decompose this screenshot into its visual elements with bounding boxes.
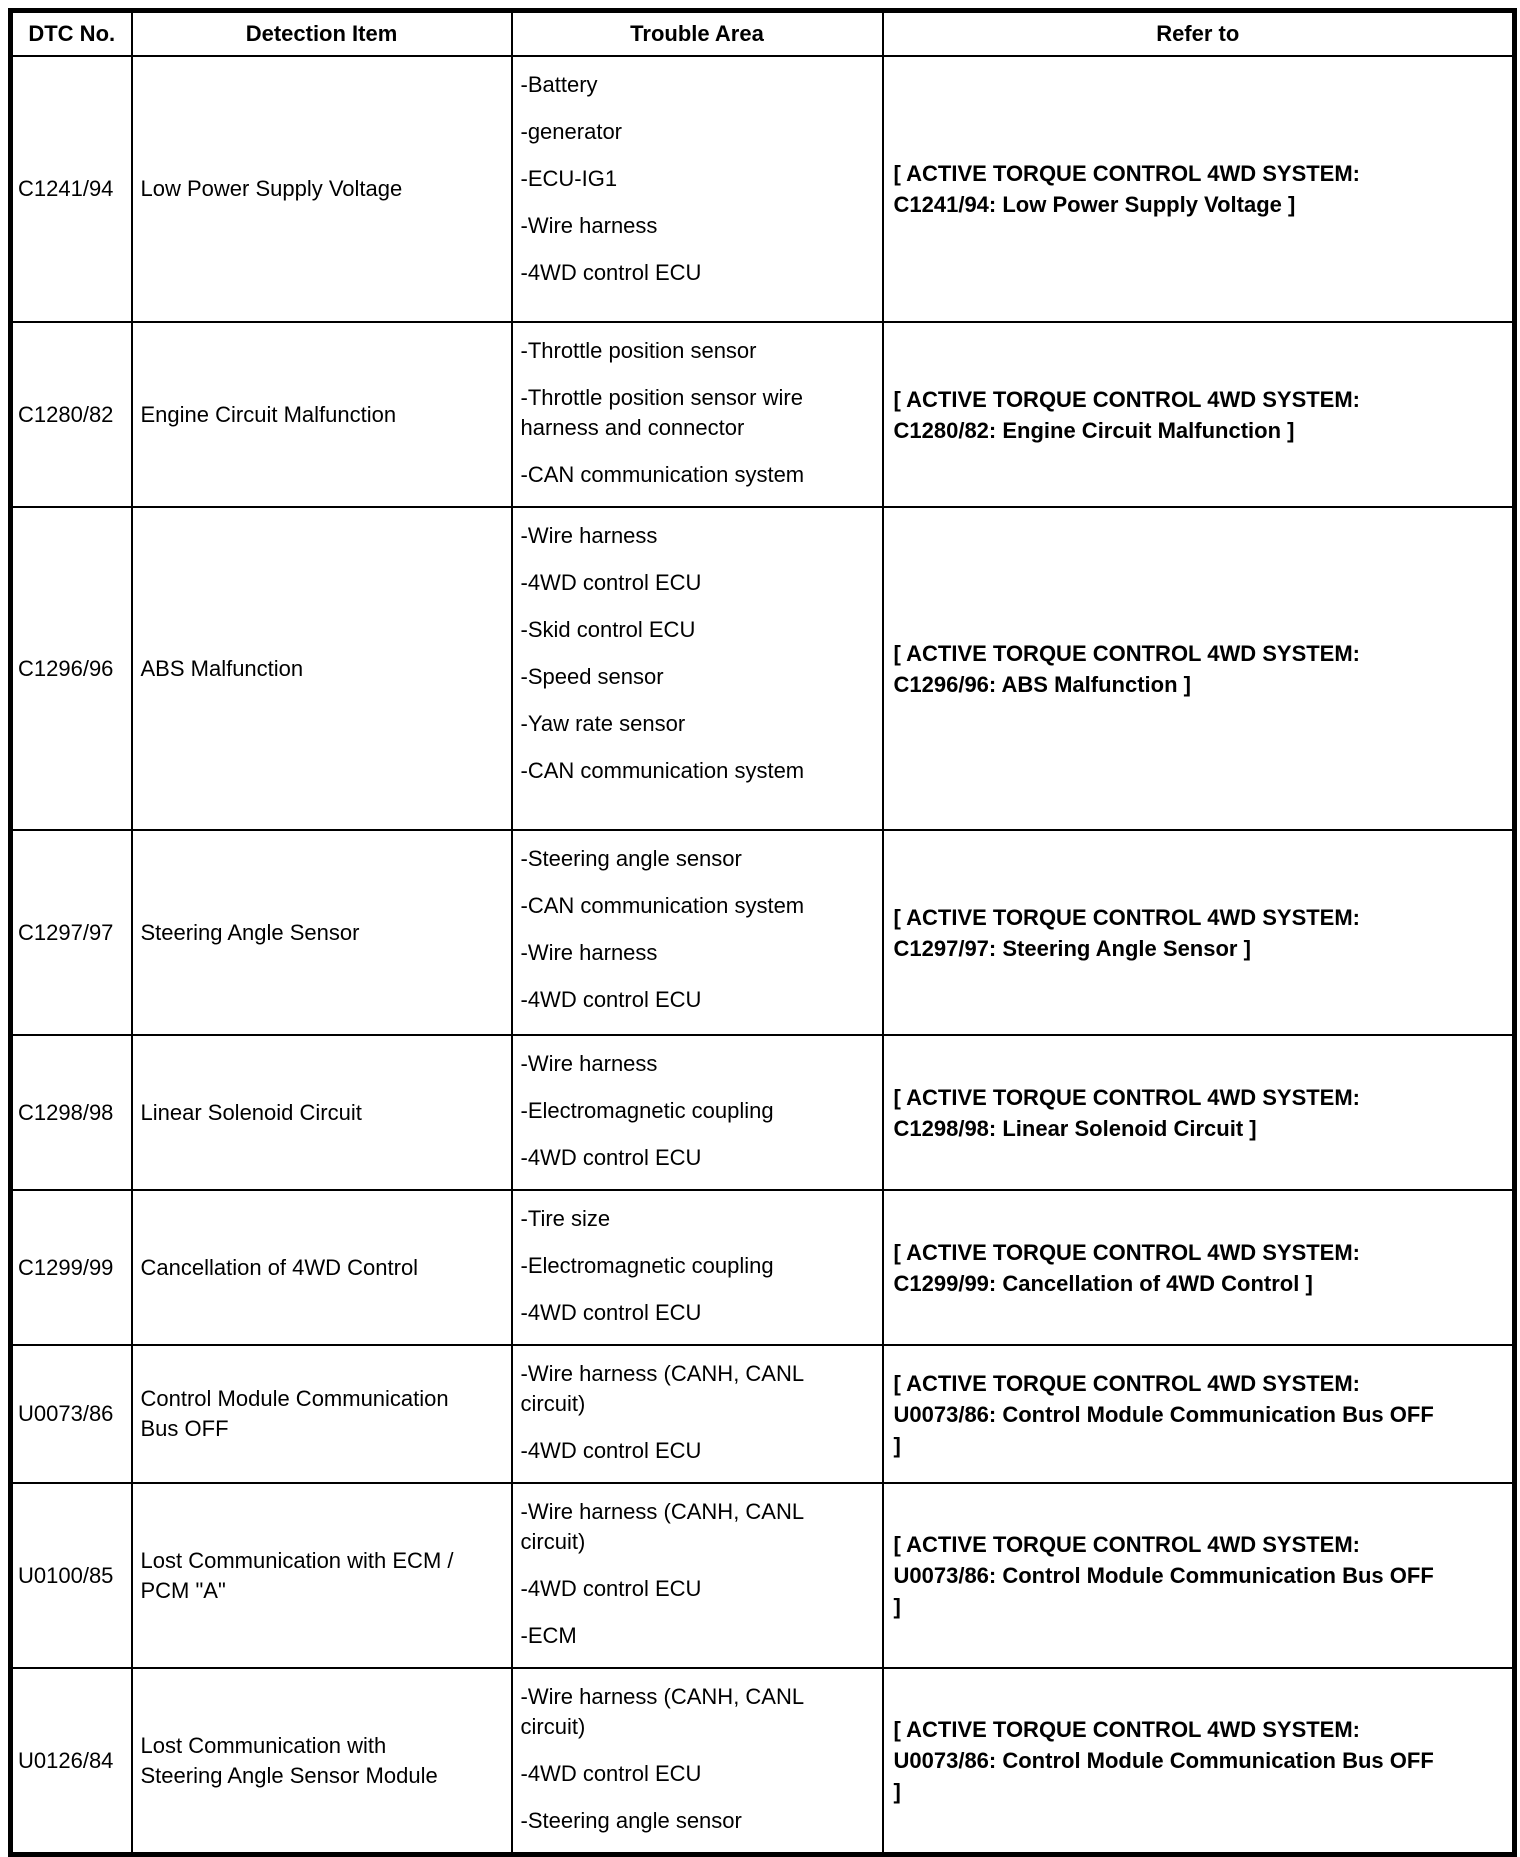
trouble-item: -Electromagnetic coupling [520, 1253, 774, 1278]
refer-to-cell: [ ACTIVE TORQUE CONTROL 4WD SYSTEM: C124… [881, 55, 1516, 323]
trouble-item: -CAN communication system [520, 462, 805, 487]
table-row: U0126/84 Lost Communication with Steerin… [9, 1667, 1516, 1856]
table-row: C1297/97 Steering Angle Sensor -Steering… [9, 829, 1516, 1036]
trouble-item: -Yaw rate sensor [520, 711, 686, 736]
trouble-item: -Wire harness (CANH, CANL circuit) [520, 1684, 805, 1739]
table-row: C1241/94 Low Power Supply Voltage -Batte… [9, 55, 1516, 323]
trouble-area-cell: -Throttle position sensor -Throttle posit… [510, 321, 884, 508]
dtc-table-body: C1241/94 Low Power Supply Voltage -Batte… [9, 55, 1516, 1856]
dtc-code-cell: C1298/98 [9, 1034, 133, 1191]
trouble-area-cell: -Wire harness (CANH, CANL circuit) -4WD c… [510, 1667, 884, 1856]
dtc-table-header: DTC No. Detection Item Trouble Area Refe… [9, 9, 1516, 57]
trouble-item: -Battery [520, 72, 598, 97]
refer-to-cell: [ ACTIVE TORQUE CONTROL 4WD SYSTEM: U007… [881, 1482, 1516, 1669]
trouble-area-cell: -Wire harness -Electromagnetic coupling -4… [510, 1034, 884, 1191]
trouble-item: -ECM [520, 1623, 577, 1648]
trouble-item: -4WD control ECU [520, 260, 702, 285]
trouble-item: -4WD control ECU [520, 1300, 702, 1325]
dtc-code-cell: U0100/85 [9, 1482, 133, 1669]
trouble-area-cell: -Wire harness (CANH, CANL circuit) -4WD c… [510, 1482, 884, 1669]
detection-item-cell: Lost Communication with ECM / PCM "A" [130, 1482, 513, 1669]
refer-to-cell: [ ACTIVE TORQUE CONTROL 4WD SYSTEM: U007… [881, 1344, 1516, 1484]
trouble-item: -4WD control ECU [520, 1576, 702, 1601]
trouble-area-cell: -Tire size -Electromagnetic coupling -4WD … [510, 1189, 884, 1346]
refer-to-cell: [ ACTIVE TORQUE CONTROL 4WD SYSTEM: C129… [881, 829, 1516, 1036]
header-trouble-area: Trouble Area [510, 9, 884, 57]
trouble-item: -4WD control ECU [520, 570, 702, 595]
refer-to-cell: [ ACTIVE TORQUE CONTROL 4WD SYSTEM: C129… [881, 506, 1516, 831]
trouble-item: -Throttle position sensor [520, 338, 757, 363]
trouble-item: -Skid control ECU [520, 617, 696, 642]
detection-item-cell: Engine Circuit Malfunction [130, 321, 513, 508]
trouble-item: -Electromagnetic coupling [520, 1098, 774, 1123]
trouble-item: -Steering angle sensor [520, 846, 742, 871]
trouble-item: -4WD control ECU [520, 987, 702, 1012]
detection-item-cell: Steering Angle Sensor [130, 829, 513, 1036]
trouble-area-cell: -Battery -generator -ECU-IG1 -Wire harness -… [510, 55, 884, 323]
trouble-item: -Steering angle sensor [520, 1808, 742, 1833]
refer-to-cell: [ ACTIVE TORQUE CONTROL 4WD SYSTEM: U007… [881, 1667, 1516, 1856]
trouble-item: -ECU-IG1 [520, 166, 618, 191]
detection-item-cell: ABS Malfunction [130, 506, 513, 831]
trouble-item: -Speed sensor [520, 664, 664, 689]
header-detection-item: Detection Item [130, 9, 513, 57]
trouble-item: -4WD control ECU [520, 1438, 702, 1463]
dtc-code-cell: C1296/96 [9, 506, 133, 831]
trouble-area-cell: -Steering angle sensor -CAN communication… [510, 829, 884, 1036]
dtc-code-cell: C1297/97 [9, 829, 133, 1036]
trouble-item: -Tire size [520, 1206, 611, 1231]
table-row: C1299/99 Cancellation of 4WD Control -Ti… [9, 1189, 1516, 1346]
trouble-item: -Wire harness [520, 1051, 658, 1076]
trouble-item: -generator [520, 119, 623, 144]
trouble-area-cell: -Wire harness -4WD control ECU -Skid contr… [510, 506, 884, 831]
detection-item-cell: Linear Solenoid Circuit [130, 1034, 513, 1191]
trouble-item: -CAN communication system [520, 893, 805, 918]
trouble-item: -Wire harness [520, 940, 658, 965]
dtc-table: DTC No. Detection Item Trouble Area Refe… [8, 8, 1517, 1857]
table-row: U0073/86 Control Module Communication Bu… [9, 1344, 1516, 1484]
trouble-item: -4WD control ECU [520, 1761, 702, 1786]
trouble-item: -Throttle position sensor wire harness a… [520, 385, 803, 440]
table-row: C1296/96 ABS Malfunction -Wire harness -4… [9, 506, 1516, 831]
trouble-area-cell: -Wire harness (CANH, CANL circuit) -4WD c… [510, 1344, 884, 1484]
table-row: C1280/82 Engine Circuit Malfunction -Thr… [9, 321, 1516, 508]
trouble-item: -4WD control ECU [520, 1145, 702, 1170]
header-row: DTC No. Detection Item Trouble Area Refe… [9, 9, 1516, 57]
trouble-item: -Wire harness [520, 523, 658, 548]
trouble-item: -CAN communication system [520, 758, 805, 783]
trouble-item: -Wire harness (CANH, CANL circuit) [520, 1499, 805, 1554]
refer-to-cell: [ ACTIVE TORQUE CONTROL 4WD SYSTEM: C129… [881, 1034, 1516, 1191]
dtc-code-cell: C1241/94 [9, 55, 133, 323]
dtc-code-cell: C1299/99 [9, 1189, 133, 1346]
detection-item-cell: Cancellation of 4WD Control [130, 1189, 513, 1346]
detection-item-cell: Low Power Supply Voltage [130, 55, 513, 323]
detection-item-cell: Control Module Communication Bus OFF [130, 1344, 513, 1484]
refer-to-cell: [ ACTIVE TORQUE CONTROL 4WD SYSTEM: C129… [881, 1189, 1516, 1346]
header-dtc-no: DTC No. [9, 9, 133, 57]
header-refer-to: Refer to [881, 9, 1516, 57]
table-row: C1298/98 Linear Solenoid Circuit -Wire h… [9, 1034, 1516, 1191]
trouble-item: -Wire harness [520, 213, 658, 238]
detection-item-cell: Lost Communication with Steering Angle S… [130, 1667, 513, 1856]
dtc-code-cell: U0073/86 [9, 1344, 133, 1484]
refer-to-cell: [ ACTIVE TORQUE CONTROL 4WD SYSTEM: C128… [881, 321, 1516, 508]
dtc-code-cell: C1280/82 [9, 321, 133, 508]
table-row: U0100/85 Lost Communication with ECM / P… [9, 1482, 1516, 1669]
trouble-item: -Wire harness (CANH, CANL circuit) [520, 1361, 805, 1416]
dtc-code-cell: U0126/84 [9, 1667, 133, 1856]
